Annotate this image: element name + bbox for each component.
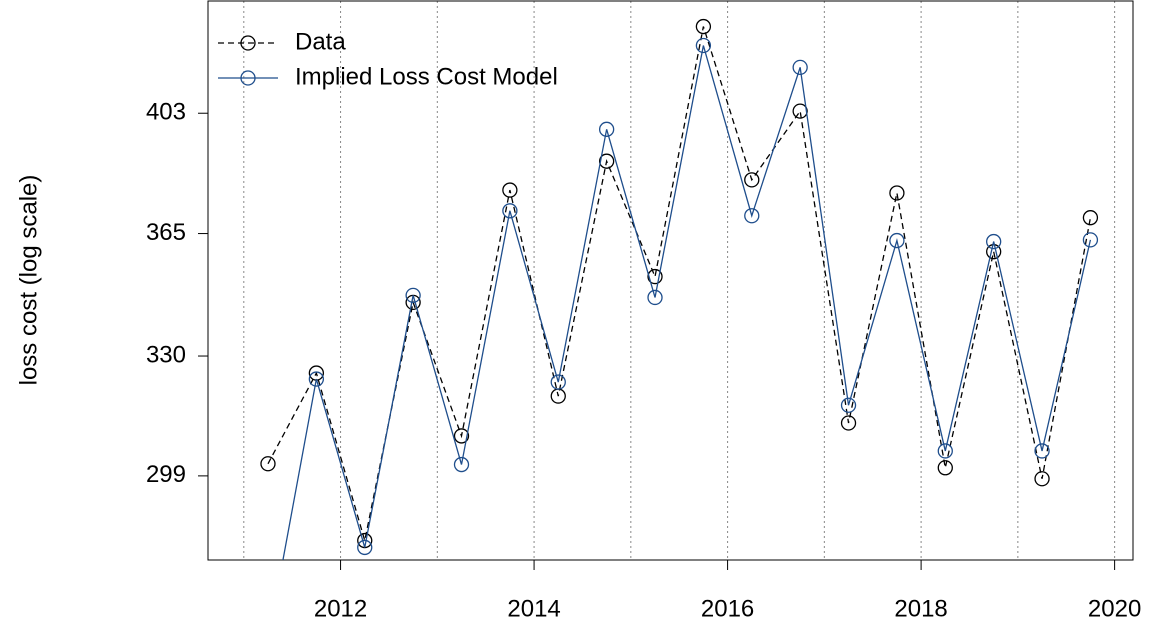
data-point (1082, 232, 1099, 248)
y-tick-label: 365 (146, 219, 186, 246)
data-point (453, 456, 470, 473)
data-point (647, 268, 663, 285)
x-tick-label: 2016 (701, 595, 754, 622)
series-line (267, 26, 1092, 541)
legend-label: Implied Loss Cost Model (295, 63, 558, 90)
x-tick-label: 2018 (894, 595, 947, 622)
y-axis-label: loss cost (log scale) (15, 175, 42, 386)
x-tick-label: 2014 (507, 595, 560, 622)
data-point (260, 456, 276, 472)
legend-label: Data (295, 28, 346, 55)
data-point (744, 172, 760, 188)
data-point (550, 374, 566, 390)
data-point (937, 443, 953, 459)
data-point (792, 59, 808, 76)
plot-frame (207, 0, 1134, 561)
data-point (889, 185, 905, 201)
data-point (792, 103, 808, 119)
data-point (986, 244, 1002, 260)
data-point (840, 397, 857, 413)
data-point (405, 287, 421, 304)
y-tick-label: 299 (146, 461, 186, 488)
y-tick-label: 403 (146, 99, 186, 126)
data-point (453, 428, 470, 444)
data-point (598, 121, 615, 137)
legend-marker (240, 70, 256, 86)
y-tick-label: 330 (146, 341, 186, 368)
data-point (889, 232, 905, 249)
data-point (598, 153, 615, 169)
data-point (1034, 443, 1050, 459)
data-point (502, 203, 518, 219)
data-point (695, 18, 712, 35)
data-point (357, 539, 373, 556)
data-point (647, 289, 663, 306)
x-tick-label: 2020 (1088, 595, 1141, 622)
data-point (937, 460, 953, 476)
data-point (744, 208, 760, 224)
plot-area (260, 18, 1099, 560)
data-point (502, 182, 518, 198)
data-point (1082, 210, 1099, 226)
data-point (695, 37, 712, 54)
series-line (282, 45, 1092, 560)
data-point (986, 233, 1002, 250)
legend-marker (240, 35, 256, 51)
data-point (308, 371, 325, 387)
data-point (1034, 471, 1050, 487)
data-point (840, 415, 857, 431)
x-tick-label: 2012 (314, 595, 367, 622)
